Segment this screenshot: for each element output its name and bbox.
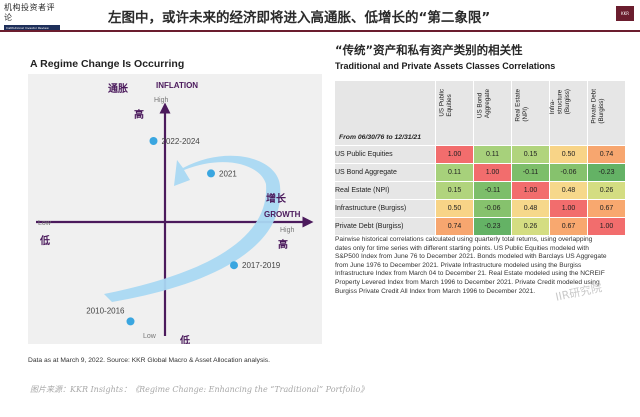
table-row: US Bond Aggregate 0.11 1.00 -0.11 -0.06 …	[334, 163, 626, 182]
regime-point	[126, 317, 135, 326]
correlation-cell: -0.11	[511, 163, 550, 182]
column-header-text: Infra- structure (Burgiss)	[548, 89, 571, 115]
regime-point-label: 2021	[219, 169, 237, 178]
table-header-row: From 06/30/76 to 12/31/21 US Public Equi…	[334, 80, 626, 146]
correlation-cell: 0.15	[511, 145, 550, 164]
correlation-cell: 0.50	[549, 145, 588, 164]
kkr-badge: KKR	[616, 6, 634, 21]
logo-text: 机构投资者评论	[4, 3, 55, 22]
correlation-cell: 1.00	[473, 163, 512, 182]
inflation-low-cn: 低	[179, 334, 190, 344]
correlation-table: From 06/30/76 to 12/31/21 US Public Equi…	[334, 80, 626, 236]
inflation-en-label: INFLATION	[156, 81, 198, 90]
row-label: Real Estate (NPI)	[334, 181, 436, 200]
row-label: Infrastructure (Burgiss)	[334, 199, 436, 218]
inflation-high-label: High	[154, 97, 169, 104]
correlation-cell: -0.06	[473, 199, 512, 218]
growth-low-cn: 低	[39, 234, 50, 247]
growth-high-cn: 高	[278, 238, 288, 251]
correlation-methodology-note: Pairwise historical correlations calcula…	[335, 236, 607, 295]
correlation-cell: 0.26	[511, 217, 550, 236]
column-header-text: Private Debt (Burgiss)	[590, 89, 606, 124]
regime-point-label: 2017-2019	[242, 261, 281, 270]
column-header-private-debt: Private Debt (Burgiss)	[587, 80, 626, 146]
regime-point	[230, 261, 238, 270]
column-header-text: US Bond Aggregate	[476, 89, 492, 119]
trajectory-arrow	[104, 155, 281, 302]
column-header-real-estate: Real Estate (NPI)	[511, 80, 550, 146]
inflation-high-cn: 高	[134, 108, 144, 121]
top-bar: 机构投资者评论 Institutional Investor Review 左图…	[0, 0, 640, 31]
growth-en-label: GROWTH	[264, 210, 301, 219]
logo: 机构投资者评论 Institutional Investor Review	[4, 3, 60, 31]
correlation-cell: 0.48	[511, 199, 550, 218]
regime-point-label: 2022-2024	[162, 137, 201, 146]
correlation-cell: 1.00	[549, 199, 588, 218]
column-header-text: US Public Equities	[438, 89, 454, 117]
regime-chart-note: Data as at March 9, 2022. Source: KKR Gl…	[28, 357, 270, 364]
correlation-cell: -0.23	[473, 217, 512, 236]
regime-chart-title: A Regime Change Is Occurring	[30, 58, 185, 70]
table-row: Private Debt (Burgiss) 0.74 -0.23 0.26 0…	[334, 217, 626, 236]
correlation-cell: 0.67	[587, 199, 626, 218]
row-label: US Public Equities	[334, 145, 436, 164]
correlation-cell: -0.23	[587, 163, 626, 182]
column-header-us-public-equities: US Public Equities	[435, 80, 474, 146]
column-header-us-bond-aggregate: US Bond Aggregate	[473, 80, 512, 146]
correlation-cell: 1.00	[511, 181, 550, 200]
correlation-title-en: Traditional and Private Assets Classes C…	[335, 61, 556, 71]
correlation-cell: 0.11	[473, 145, 512, 164]
logo-subtitle: Institutional Investor Review	[4, 25, 60, 31]
correlation-cell: 0.74	[435, 217, 474, 236]
correlation-cell: -0.06	[549, 163, 588, 182]
regime-chart-panel: INFLATION 通胀 High 高 增长 GROWTH High 高 Low…	[28, 74, 322, 347]
correlation-cell: 0.26	[587, 181, 626, 200]
regime-point	[149, 137, 158, 145]
table-row: US Public Equities 1.00 0.11 0.15 0.50 0…	[334, 145, 626, 164]
header-divider	[0, 30, 640, 32]
correlation-cell: 0.50	[435, 199, 474, 218]
correlation-cell: 0.74	[587, 145, 626, 164]
correlation-cell: 0.48	[549, 181, 588, 200]
inflation-low-label: Low	[143, 333, 157, 340]
page-headline: 左图中，或许未来的经济即将进入高通胀、低增长的“第二象限”	[108, 10, 491, 26]
row-label: US Bond Aggregate	[334, 163, 436, 182]
correlation-cell: 0.67	[549, 217, 588, 236]
correlation-cell: 0.15	[435, 181, 474, 200]
correlation-cell: 1.00	[435, 145, 474, 164]
regime-point-label: 2010-2016	[86, 306, 125, 315]
column-header-infrastructure: Infra- structure (Burgiss)	[548, 80, 588, 146]
growth-low-label: Low	[38, 220, 52, 227]
correlation-title-cn: “传统”资产和私有资产类别的相关性	[335, 43, 523, 57]
period-header: From 06/30/76 to 12/31/21	[334, 80, 436, 146]
table-row: Infrastructure (Burgiss) 0.50 -0.06 0.48…	[334, 199, 626, 218]
correlation-cell: 0.11	[435, 163, 474, 182]
correlation-cell: -0.11	[473, 181, 512, 200]
column-header-text: Real Estate (NPI)	[514, 89, 530, 122]
image-source-caption: 图片来源：KKR Insights：《Regime Change: Enhanc…	[30, 385, 369, 394]
table-row: Real Estate (NPI) 0.15 -0.11 1.00 0.48 0…	[334, 181, 626, 200]
correlation-cell: 1.00	[587, 217, 626, 236]
inflation-cn-label: 通胀	[108, 82, 128, 95]
growth-cn-label: 增长	[266, 192, 287, 205]
regime-point	[207, 169, 215, 178]
regime-quadrant-diagram: INFLATION 通胀 High 高 增长 GROWTH High 高 Low…	[36, 81, 314, 347]
row-label: Private Debt (Burgiss)	[334, 217, 436, 236]
growth-high-label: High	[280, 227, 295, 234]
